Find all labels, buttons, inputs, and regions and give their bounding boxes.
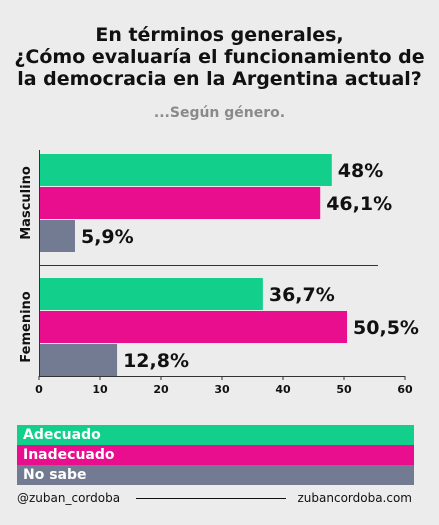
x-tick-label-20: 20	[153, 383, 169, 396]
category-label-masculino: Masculino	[19, 166, 34, 240]
legend-item-no-sabe: No sabe	[17, 465, 414, 485]
x-tick-label-0: 0	[35, 383, 43, 396]
x-tick-label-10: 10	[92, 383, 108, 396]
x-tick-label-30: 30	[214, 383, 230, 396]
bar-femenino-inadecuado	[39, 311, 348, 343]
bar-femenino-adecuado	[39, 278, 263, 310]
title-line-3: la democracia en la Argentina actual?	[17, 68, 422, 90]
title-line-1: En términos generales,	[95, 24, 344, 46]
bar-masculino-adecuado	[39, 154, 332, 186]
data-label-femenino-no-sabe: 12,8%	[123, 350, 189, 372]
x-tick-label-60: 60	[397, 383, 413, 396]
bar-masculino-inadecuado	[39, 187, 321, 219]
category-label-femenino: Femenino	[19, 291, 34, 362]
footer-divider	[136, 498, 286, 499]
footer-website: zubancordoba.com	[297, 491, 412, 505]
bar-femenino-no-sabe	[39, 344, 118, 376]
legend-item-adecuado: Adecuado	[17, 425, 414, 445]
data-label-femenino-adecuado: 36,7%	[269, 284, 335, 306]
data-label-masculino-adecuado: 48%	[338, 160, 383, 182]
x-tick-label-40: 40	[275, 383, 291, 396]
chart-subtitle: ...Según género.	[153, 105, 286, 121]
chart-title: En términos generales, ¿Cómo evaluaría e…	[0, 24, 439, 90]
bar-masculino-no-sabe	[39, 220, 75, 252]
footer-handle: @zuban_cordoba	[17, 491, 121, 505]
data-label-masculino-inadecuado: 46,1%	[326, 193, 392, 215]
x-tick-label-50: 50	[336, 383, 352, 396]
data-label-femenino-inadecuado: 50,5%	[353, 317, 419, 339]
title-line-2: ¿Cómo evaluaría el funcionamiento de	[14, 46, 425, 68]
legend-item-inadecuado: Inadecuado	[17, 445, 414, 465]
data-label-masculino-no-sabe: 5,9%	[81, 226, 134, 248]
